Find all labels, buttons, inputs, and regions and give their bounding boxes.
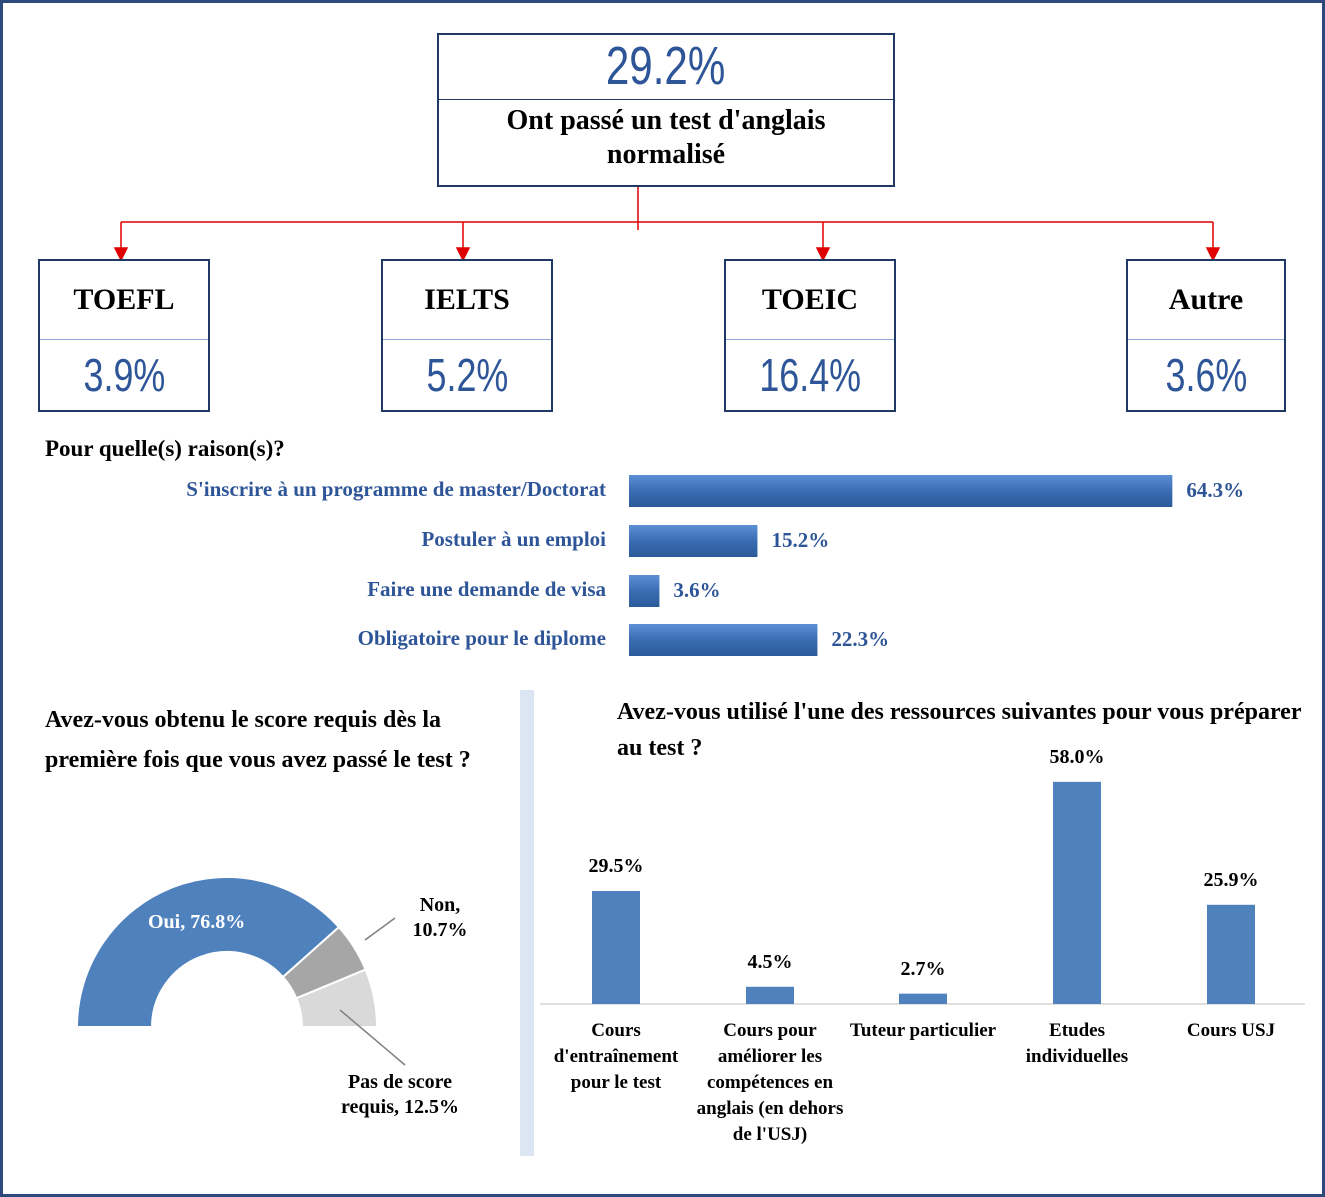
test-value-wrap: 3.9% [40, 339, 208, 412]
chart-title: Avez-vous utilisé l'une des ressources s… [617, 699, 1302, 761]
bar [629, 475, 1173, 507]
data-label: Non, 10.7% [412, 894, 468, 941]
value-label: 3.6% [673, 578, 721, 602]
summary-text: Ont passé un test d'anglais normalisé [506, 105, 826, 170]
test-box: TOEFL 3.9% [38, 259, 210, 412]
test-name: IELTS [383, 261, 551, 340]
bar [592, 891, 640, 1004]
bar [1053, 781, 1101, 1004]
value-label: 15.2% [771, 528, 830, 552]
value-label: 22.3% [831, 627, 890, 651]
bar [629, 624, 818, 656]
category-label: Tuteur particulier [849, 1020, 997, 1041]
test-value-wrap: 3.6% [1128, 339, 1284, 412]
category-label: Cours d'entraînement pour le test [553, 1020, 679, 1093]
test-name: Autre [1128, 261, 1284, 340]
summary-value: 29.2% [606, 36, 726, 96]
category-label: Obligatoire pour le diplome [357, 626, 606, 650]
category-label: S'inscrire à un programme de master/Doct… [186, 477, 606, 501]
data-label: Pas de score requis, 12.5% [341, 1071, 459, 1118]
category-label: Cours USJ [1186, 1020, 1276, 1041]
test-value: 3.9% [83, 349, 165, 401]
chart-title: Avez-vous obtenu le score requis dès la … [45, 707, 471, 773]
test-value: 16.4% [759, 349, 861, 401]
test-value-wrap: 16.4% [726, 339, 894, 412]
donut-segment [294, 968, 379, 1028]
category-label: Faire une demande de visa [367, 577, 606, 601]
test-value: 3.6% [1165, 349, 1247, 401]
test-name: TOEFL [40, 261, 208, 340]
category-label: Etudes individuelles [1025, 1020, 1129, 1067]
value-label: 64.3% [1186, 478, 1245, 502]
chart-title: Pour quelle(s) raison(s)? [45, 436, 285, 461]
test-box: TOEIC 16.4% [724, 259, 896, 412]
category-label: Cours pour améliorer les compétences en … [696, 1020, 844, 1145]
test-box: Autre 3.6% [1126, 259, 1286, 412]
bar [629, 575, 660, 607]
separator [520, 690, 534, 1156]
category-label: Postuler à un emploi [421, 527, 606, 551]
value-label: 58.0% [1049, 745, 1105, 768]
test-value: 5.2% [426, 349, 508, 401]
value-label: 29.5% [588, 855, 644, 877]
summary-box: 29.2% Ont passé un test d'anglais normal… [437, 33, 895, 187]
leader-line [364, 917, 396, 941]
test-name: TOEIC [726, 261, 894, 340]
value-label: 25.9% [1203, 868, 1259, 891]
bar [746, 986, 794, 1004]
donut-segment [75, 876, 341, 1028]
leader-line [339, 1009, 406, 1066]
value-label: 2.7% [900, 957, 946, 980]
bar [899, 993, 947, 1004]
data-label: Oui, 76.8% [148, 911, 246, 933]
bar [1207, 904, 1255, 1004]
arrows [113, 187, 1221, 262]
value-label: 4.5% [747, 950, 793, 973]
test-box: IELTS 5.2% [381, 259, 553, 412]
bar [629, 525, 758, 557]
test-value-wrap: 5.2% [383, 339, 551, 412]
